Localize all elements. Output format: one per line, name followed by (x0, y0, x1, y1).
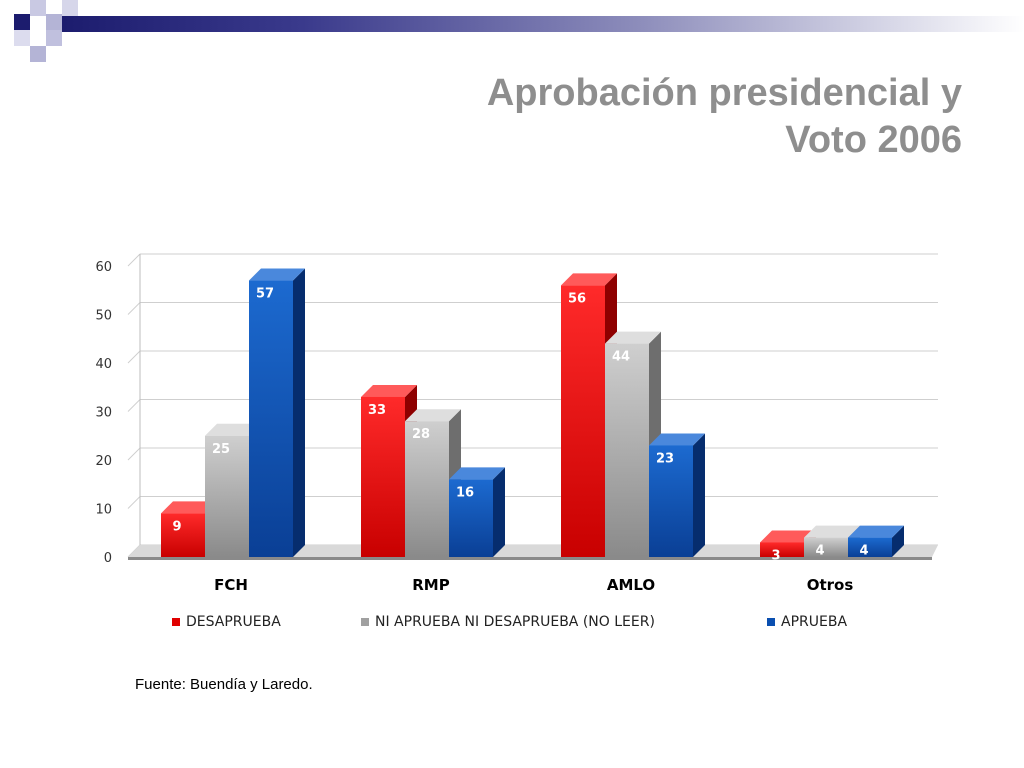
data-label: 4 (815, 544, 824, 559)
bar (205, 435, 249, 557)
slide-title: Aprobación presidencial y Voto 2006 (362, 70, 962, 164)
bar-top (205, 423, 261, 436)
header-gradient-bar (62, 16, 1024, 32)
data-label: 44 (612, 350, 630, 365)
bar (561, 285, 605, 557)
bar (848, 537, 892, 557)
legend-swatch-ni (361, 618, 369, 626)
bar-top (804, 525, 860, 538)
y-tick-label: 50 (95, 309, 112, 324)
legend-item-ni: NI APRUEBA NI DESAPRUEBA (NO LEER) (361, 612, 655, 632)
gridline-tick (127, 302, 141, 315)
bar-top (449, 467, 505, 480)
legend-label-ni: NI APRUEBA NI DESAPRUEBA (NO LEER) (375, 614, 655, 630)
decor-square-light (46, 14, 62, 30)
decor-square-light (46, 30, 62, 46)
y-tick-label: 20 (95, 454, 112, 469)
legend-swatch-aprueba (767, 618, 775, 626)
bar-top (361, 384, 417, 397)
legend-item-aprueba: APRUEBA (767, 612, 847, 632)
chart-floor (128, 545, 938, 557)
bar-top (249, 268, 305, 281)
data-label: 57 (256, 287, 274, 302)
bar (405, 421, 449, 557)
data-label: 33 (368, 403, 386, 418)
y-tick-label: 40 (95, 357, 112, 372)
data-label: 25 (212, 442, 230, 457)
y-tick-label: 10 (95, 503, 112, 518)
bar-side (693, 433, 705, 557)
legend-swatch-desaprueba (172, 618, 180, 626)
bar (249, 280, 293, 557)
data-label: 3 (771, 548, 780, 563)
bar (605, 343, 649, 557)
bar-side (892, 525, 904, 557)
bar-side (293, 268, 305, 557)
gridline-tick (127, 350, 141, 364)
y-tick-label: 0 (104, 551, 112, 566)
gridline-tick (127, 399, 141, 412)
data-label: 16 (456, 485, 474, 500)
x-category-label: Otros (807, 576, 854, 594)
bar-top (605, 331, 661, 344)
title-line-2: Voto 2006 (785, 119, 962, 161)
gridline-tick (127, 253, 141, 267)
data-label: 28 (412, 427, 430, 442)
decor-square-light (30, 46, 46, 62)
legend-label-aprueba: APRUEBA (781, 614, 848, 630)
gridline-tick (127, 447, 141, 461)
gridline-tick (127, 496, 141, 509)
data-label: 56 (568, 291, 586, 306)
bar-top (760, 530, 816, 543)
bar-top (405, 409, 461, 422)
bar (361, 396, 405, 557)
legend-item-desaprueba: DESAPRUEBA (172, 612, 281, 632)
x-category-label: FCH (214, 576, 248, 594)
data-label: 23 (656, 451, 674, 466)
y-tick-label: 60 (95, 260, 112, 275)
bar (804, 537, 848, 557)
decor-square-light (62, 0, 78, 16)
bar (649, 445, 693, 557)
bar-top (161, 501, 217, 514)
decor-square-light (30, 0, 46, 16)
bar (449, 479, 493, 557)
bar (760, 542, 804, 557)
bar-top (561, 273, 617, 286)
title-line-1: Aprobación presidencial y (486, 72, 962, 114)
data-label: 9 (172, 519, 181, 534)
chart-floor-edge (128, 557, 932, 560)
bar (161, 513, 205, 557)
decor-square-light (14, 30, 30, 46)
data-label: 4 (859, 544, 868, 559)
bar-top (848, 525, 904, 538)
decor-square-navy (14, 14, 30, 30)
legend-label-desaprueba: DESAPRUEBA (186, 614, 281, 630)
y-tick-label: 30 (95, 406, 112, 421)
bar-top (649, 433, 705, 446)
x-category-label: AMLO (607, 576, 655, 594)
x-category-label: RMP (412, 576, 449, 594)
source-note: Fuente: Buendía y Laredo. (135, 676, 313, 693)
bar-side (493, 467, 505, 557)
